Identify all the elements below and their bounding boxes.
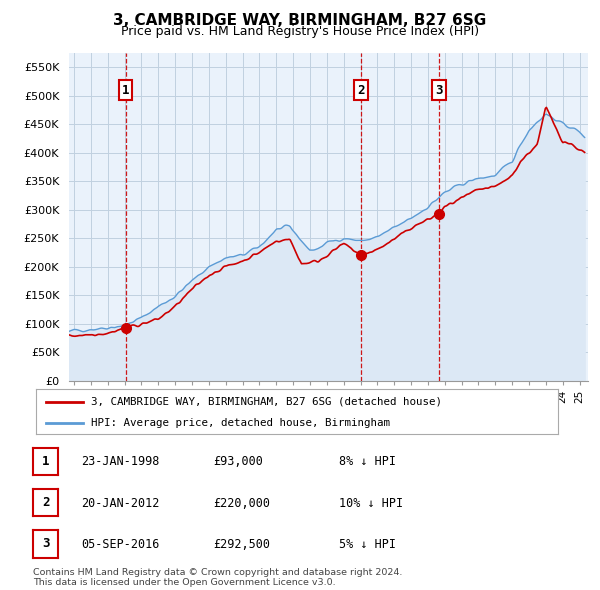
Text: £220,000: £220,000: [213, 497, 270, 510]
Text: 1: 1: [122, 84, 130, 97]
Text: £93,000: £93,000: [213, 455, 263, 468]
Text: 20-JAN-2012: 20-JAN-2012: [81, 497, 160, 510]
Text: 05-SEP-2016: 05-SEP-2016: [81, 538, 160, 551]
Text: 23-JAN-1998: 23-JAN-1998: [81, 455, 160, 468]
Text: 10% ↓ HPI: 10% ↓ HPI: [339, 497, 403, 510]
Text: 5% ↓ HPI: 5% ↓ HPI: [339, 538, 396, 551]
Text: 3: 3: [42, 537, 49, 550]
Text: 1: 1: [42, 455, 49, 468]
Text: £292,500: £292,500: [213, 538, 270, 551]
Text: HPI: Average price, detached house, Birmingham: HPI: Average price, detached house, Birm…: [91, 418, 390, 428]
Text: Contains HM Land Registry data © Crown copyright and database right 2024.
This d: Contains HM Land Registry data © Crown c…: [33, 568, 403, 587]
Text: 3, CAMBRIDGE WAY, BIRMINGHAM, B27 6SG: 3, CAMBRIDGE WAY, BIRMINGHAM, B27 6SG: [113, 12, 487, 28]
Text: 2: 2: [358, 84, 365, 97]
Text: 2: 2: [42, 496, 49, 509]
Text: 3: 3: [436, 84, 443, 97]
Text: 3, CAMBRIDGE WAY, BIRMINGHAM, B27 6SG (detached house): 3, CAMBRIDGE WAY, BIRMINGHAM, B27 6SG (d…: [91, 397, 442, 407]
Text: 8% ↓ HPI: 8% ↓ HPI: [339, 455, 396, 468]
Text: Price paid vs. HM Land Registry's House Price Index (HPI): Price paid vs. HM Land Registry's House …: [121, 25, 479, 38]
